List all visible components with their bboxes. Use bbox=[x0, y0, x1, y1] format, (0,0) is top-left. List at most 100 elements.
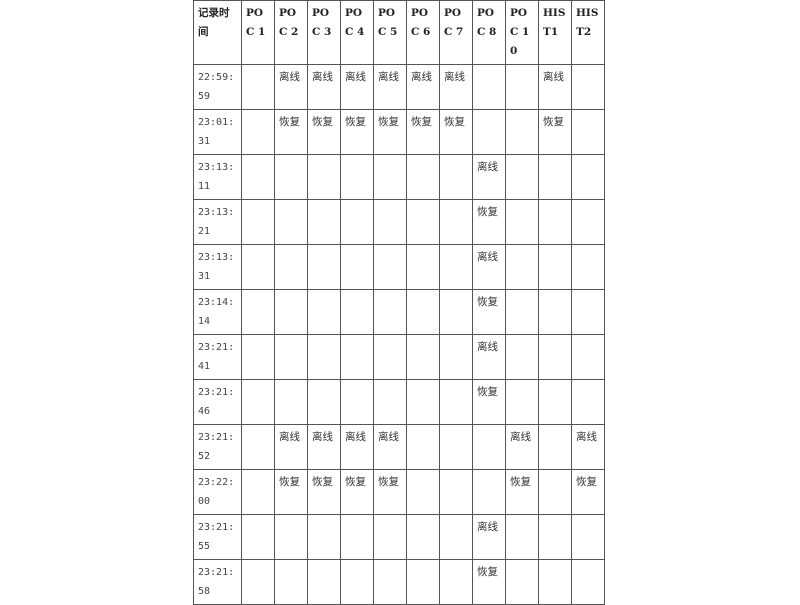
status-cell bbox=[571, 514, 605, 560]
status-cell: 离线 bbox=[340, 424, 374, 470]
status-cell bbox=[538, 469, 572, 515]
status-cell bbox=[241, 334, 275, 380]
status-cell bbox=[406, 379, 440, 425]
column-header: POC 3 bbox=[307, 0, 341, 65]
status-cell: 离线 bbox=[373, 64, 407, 110]
status-cell bbox=[505, 289, 539, 335]
status-cell bbox=[307, 289, 341, 335]
status-cell: 恢复 bbox=[571, 469, 605, 515]
timestamp-cell: 23:21:41 bbox=[193, 334, 242, 380]
status-cell bbox=[538, 379, 572, 425]
column-header: POC 2 bbox=[274, 0, 308, 65]
timestamp-cell: 23:13:21 bbox=[193, 199, 242, 245]
status-cell: 恢复 bbox=[274, 469, 308, 515]
column-header: 记录时间 bbox=[193, 0, 242, 65]
column-header: POC 8 bbox=[472, 0, 506, 65]
status-cell: 离线 bbox=[439, 64, 473, 110]
status-cell: 恢复 bbox=[472, 379, 506, 425]
status-cell bbox=[571, 334, 605, 380]
status-cell: 离线 bbox=[373, 424, 407, 470]
status-cell bbox=[505, 514, 539, 560]
status-cell bbox=[373, 154, 407, 200]
status-cell: 恢复 bbox=[439, 109, 473, 155]
status-cell bbox=[307, 244, 341, 290]
status-cell bbox=[571, 289, 605, 335]
status-cell: 恢复 bbox=[505, 469, 539, 515]
status-cell bbox=[505, 154, 539, 200]
status-cell bbox=[307, 334, 341, 380]
status-cell bbox=[241, 289, 275, 335]
status-cell: 恢复 bbox=[274, 109, 308, 155]
status-cell: 恢复 bbox=[472, 199, 506, 245]
timestamp-cell: 23:21:58 bbox=[193, 559, 242, 605]
status-cell bbox=[241, 109, 275, 155]
status-cell bbox=[274, 199, 308, 245]
table-row: 23:13:31 离线 bbox=[193, 244, 605, 290]
status-cell bbox=[241, 64, 275, 110]
status-cell: 恢复 bbox=[472, 559, 506, 605]
status-cell bbox=[307, 154, 341, 200]
status-cell bbox=[538, 334, 572, 380]
status-cell bbox=[274, 289, 308, 335]
table-row: 23:22:00 恢复 恢复 恢复 恢复 恢复 恢复 bbox=[193, 469, 605, 515]
status-cell bbox=[439, 334, 473, 380]
status-cell bbox=[406, 424, 440, 470]
status-cell bbox=[538, 289, 572, 335]
status-cell bbox=[472, 64, 506, 110]
status-cell bbox=[571, 379, 605, 425]
status-cell bbox=[538, 514, 572, 560]
status-cell: 恢复 bbox=[472, 289, 506, 335]
status-cell bbox=[439, 379, 473, 425]
status-cell bbox=[274, 379, 308, 425]
timestamp-cell: 23:21:52 bbox=[193, 424, 242, 470]
table-row: 23:21:55 离线 bbox=[193, 514, 605, 560]
status-cell bbox=[373, 514, 407, 560]
status-cell: 离线 bbox=[340, 64, 374, 110]
status-cell bbox=[472, 469, 506, 515]
status-cell bbox=[571, 109, 605, 155]
status-cell bbox=[538, 244, 572, 290]
status-cell bbox=[406, 514, 440, 560]
status-cell: 离线 bbox=[307, 424, 341, 470]
column-header: HIST1 bbox=[538, 0, 572, 65]
column-header: POC 7 bbox=[439, 0, 473, 65]
status-cell bbox=[505, 559, 539, 605]
status-cell bbox=[340, 289, 374, 335]
table-row: 23:13:21 恢复 bbox=[193, 199, 605, 245]
status-cell bbox=[472, 109, 506, 155]
status-cell: 恢复 bbox=[406, 109, 440, 155]
status-cell: 离线 bbox=[472, 514, 506, 560]
status-cell: 恢复 bbox=[373, 469, 407, 515]
status-cell bbox=[307, 559, 341, 605]
column-header: POC 5 bbox=[373, 0, 407, 65]
status-cell bbox=[373, 559, 407, 605]
status-cell bbox=[505, 334, 539, 380]
status-cell bbox=[406, 289, 440, 335]
table-row: 23:21:41 离线 bbox=[193, 334, 605, 380]
status-cell bbox=[439, 154, 473, 200]
status-cell: 恢复 bbox=[340, 109, 374, 155]
column-header: POC 4 bbox=[340, 0, 374, 65]
status-cell bbox=[505, 109, 539, 155]
status-cell bbox=[505, 199, 539, 245]
timestamp-cell: 23:14:14 bbox=[193, 289, 242, 335]
status-cell bbox=[472, 424, 506, 470]
status-cell bbox=[307, 514, 341, 560]
status-cell bbox=[274, 334, 308, 380]
status-cell: 恢复 bbox=[340, 469, 374, 515]
status-cell: 恢复 bbox=[307, 469, 341, 515]
status-cell bbox=[340, 379, 374, 425]
table-row: 23:21:58 恢复 bbox=[193, 559, 605, 605]
status-cell bbox=[571, 154, 605, 200]
status-cell bbox=[571, 199, 605, 245]
status-cell: 离线 bbox=[571, 424, 605, 470]
status-cell bbox=[406, 334, 440, 380]
status-cell bbox=[373, 244, 407, 290]
table-row: 23:14:14 恢复 bbox=[193, 289, 605, 335]
status-cell bbox=[241, 469, 275, 515]
status-cell bbox=[538, 154, 572, 200]
table-row: 23:13:11 离线 bbox=[193, 154, 605, 200]
status-cell: 离线 bbox=[505, 424, 539, 470]
column-header: POC 6 bbox=[406, 0, 440, 65]
